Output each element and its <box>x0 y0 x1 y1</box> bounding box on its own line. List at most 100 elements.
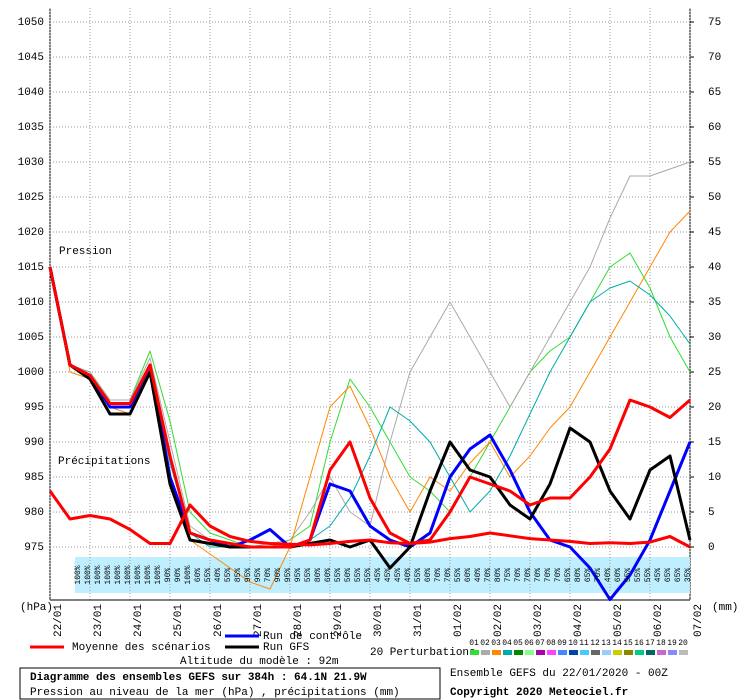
y-tick-label: 1035 <box>18 122 44 134</box>
perturbation-swatch <box>514 650 523 655</box>
probability-label: 100% <box>104 565 113 584</box>
perturbation-number: 03 <box>491 639 501 648</box>
probability-label: 100% <box>144 565 153 584</box>
y-tick-label: 1025 <box>18 192 44 204</box>
legend-label: Moyenne des scénarios <box>72 642 211 654</box>
probability-label: 70% <box>594 568 603 583</box>
y2-tick-label: 70 <box>708 52 721 64</box>
probability-label: 50% <box>344 568 353 583</box>
probability-label: 60% <box>424 568 433 583</box>
y2-tick-label: 35 <box>708 297 721 309</box>
probability-label: 60% <box>614 568 623 583</box>
probability-label: 60% <box>194 568 203 583</box>
x-tick-label: 01/02 <box>453 604 465 637</box>
perturbation-swatch <box>503 650 512 655</box>
probability-label: 45% <box>374 568 383 583</box>
probability-label: 70% <box>484 568 493 583</box>
x-tick-label: 05/02 <box>613 604 625 637</box>
perturbation-number: 07 <box>535 639 545 648</box>
probability-label: 100% <box>84 565 93 584</box>
y2-tick-label: 45 <box>708 227 721 239</box>
perturbation-swatch <box>525 650 534 655</box>
plot-area <box>50 8 690 600</box>
y2-tick-label: 55 <box>708 157 721 169</box>
altitude: Altitude du modèle : 92m <box>180 656 339 668</box>
x-tick-label: 25/01 <box>173 604 185 637</box>
perturbation-swatch <box>569 650 578 655</box>
perturbation-swatch <box>492 650 501 655</box>
perturbation-swatch <box>646 650 655 655</box>
perturbation-number: 18 <box>656 639 666 648</box>
perturbation-number: 06 <box>524 639 534 648</box>
probability-label: 55% <box>364 568 373 583</box>
perturbation-number: 13 <box>601 639 611 648</box>
probability-label: 70% <box>534 568 543 583</box>
series-line <box>48 266 691 549</box>
probability-label: 70% <box>544 568 553 583</box>
probability-label: 55% <box>354 568 363 583</box>
probability-label: 55% <box>304 568 313 583</box>
y2-tick-label: 65 <box>708 87 721 99</box>
probability-label: 95% <box>284 568 293 583</box>
probability-label: 80% <box>574 568 583 583</box>
x-tick-label: 23/01 <box>93 604 105 637</box>
probability-label: 55% <box>634 568 643 583</box>
probability-label: 85% <box>234 568 243 583</box>
perturbation-number: 14 <box>612 639 622 648</box>
y-tick-label: 1000 <box>18 367 44 379</box>
legend-label: Run GFS <box>263 642 310 654</box>
probability-label: 70% <box>524 568 533 583</box>
perturbation-number: 20 <box>678 639 688 648</box>
y2-tick-label: 30 <box>708 332 721 344</box>
perturbation-number: 04 <box>502 639 512 648</box>
precip-label: Précipitations <box>58 456 150 468</box>
probability-label: 80% <box>314 568 323 583</box>
perturbation-number: 09 <box>557 639 567 648</box>
y-tick-label: 1040 <box>18 87 44 99</box>
perturbation-swatch <box>558 650 567 655</box>
x-tick-label: 22/01 <box>53 604 65 637</box>
probability-label: 100% <box>94 565 103 584</box>
y-tick-label: 990 <box>24 437 44 449</box>
probability-label: 90% <box>164 568 173 583</box>
y-tick-label: 985 <box>24 472 44 484</box>
perturbation-number: 17 <box>645 639 655 648</box>
x-tick-label: 27/01 <box>253 604 265 637</box>
probability-label: 40% <box>214 568 223 583</box>
y2-tick-label: 75 <box>708 17 721 29</box>
probability-label: 80% <box>494 568 503 583</box>
probability-label: 65% <box>674 568 683 583</box>
pressure-label: Pression <box>59 246 112 258</box>
probability-label: 55% <box>624 568 633 583</box>
y-tick-label: 1050 <box>18 17 44 29</box>
probability-label: 40% <box>604 568 613 583</box>
probability-label: 100% <box>134 565 143 584</box>
probability-band <box>75 557 690 593</box>
y-tick-label: 1045 <box>18 52 44 64</box>
y-tick-label: 1020 <box>18 227 44 239</box>
probability-label: 55% <box>454 568 463 583</box>
probability-label: 100% <box>154 565 163 584</box>
perturbation-swatch <box>547 650 556 655</box>
x-tick-label: 31/01 <box>413 604 425 637</box>
probability-label: 100% <box>114 565 123 584</box>
chart-subtitle: Pression au niveau de la mer (hPa) , pré… <box>30 687 400 699</box>
probability-label: 90% <box>174 568 183 583</box>
probability-label: 40% <box>474 568 483 583</box>
y2-tick-label: 15 <box>708 437 721 449</box>
probability-label: 70% <box>444 568 453 583</box>
x-tick-label: 04/02 <box>573 604 585 637</box>
probability-label: 70% <box>554 568 563 583</box>
x-tick-label: 02/02 <box>493 604 505 637</box>
perturbation-number: 11 <box>579 639 589 648</box>
probability-label: 65% <box>664 568 673 583</box>
y-tick-label: 975 <box>24 542 44 554</box>
perturbation-number: 02 <box>480 639 490 648</box>
perturbation-swatch <box>624 650 633 655</box>
perturbation-swatch <box>580 650 589 655</box>
perturbation-swatch <box>481 650 490 655</box>
probability-label: 100% <box>124 565 133 584</box>
y-tick-label: 995 <box>24 402 44 414</box>
perturbation-swatch <box>613 650 622 655</box>
y-tick-label: 1015 <box>18 262 44 274</box>
